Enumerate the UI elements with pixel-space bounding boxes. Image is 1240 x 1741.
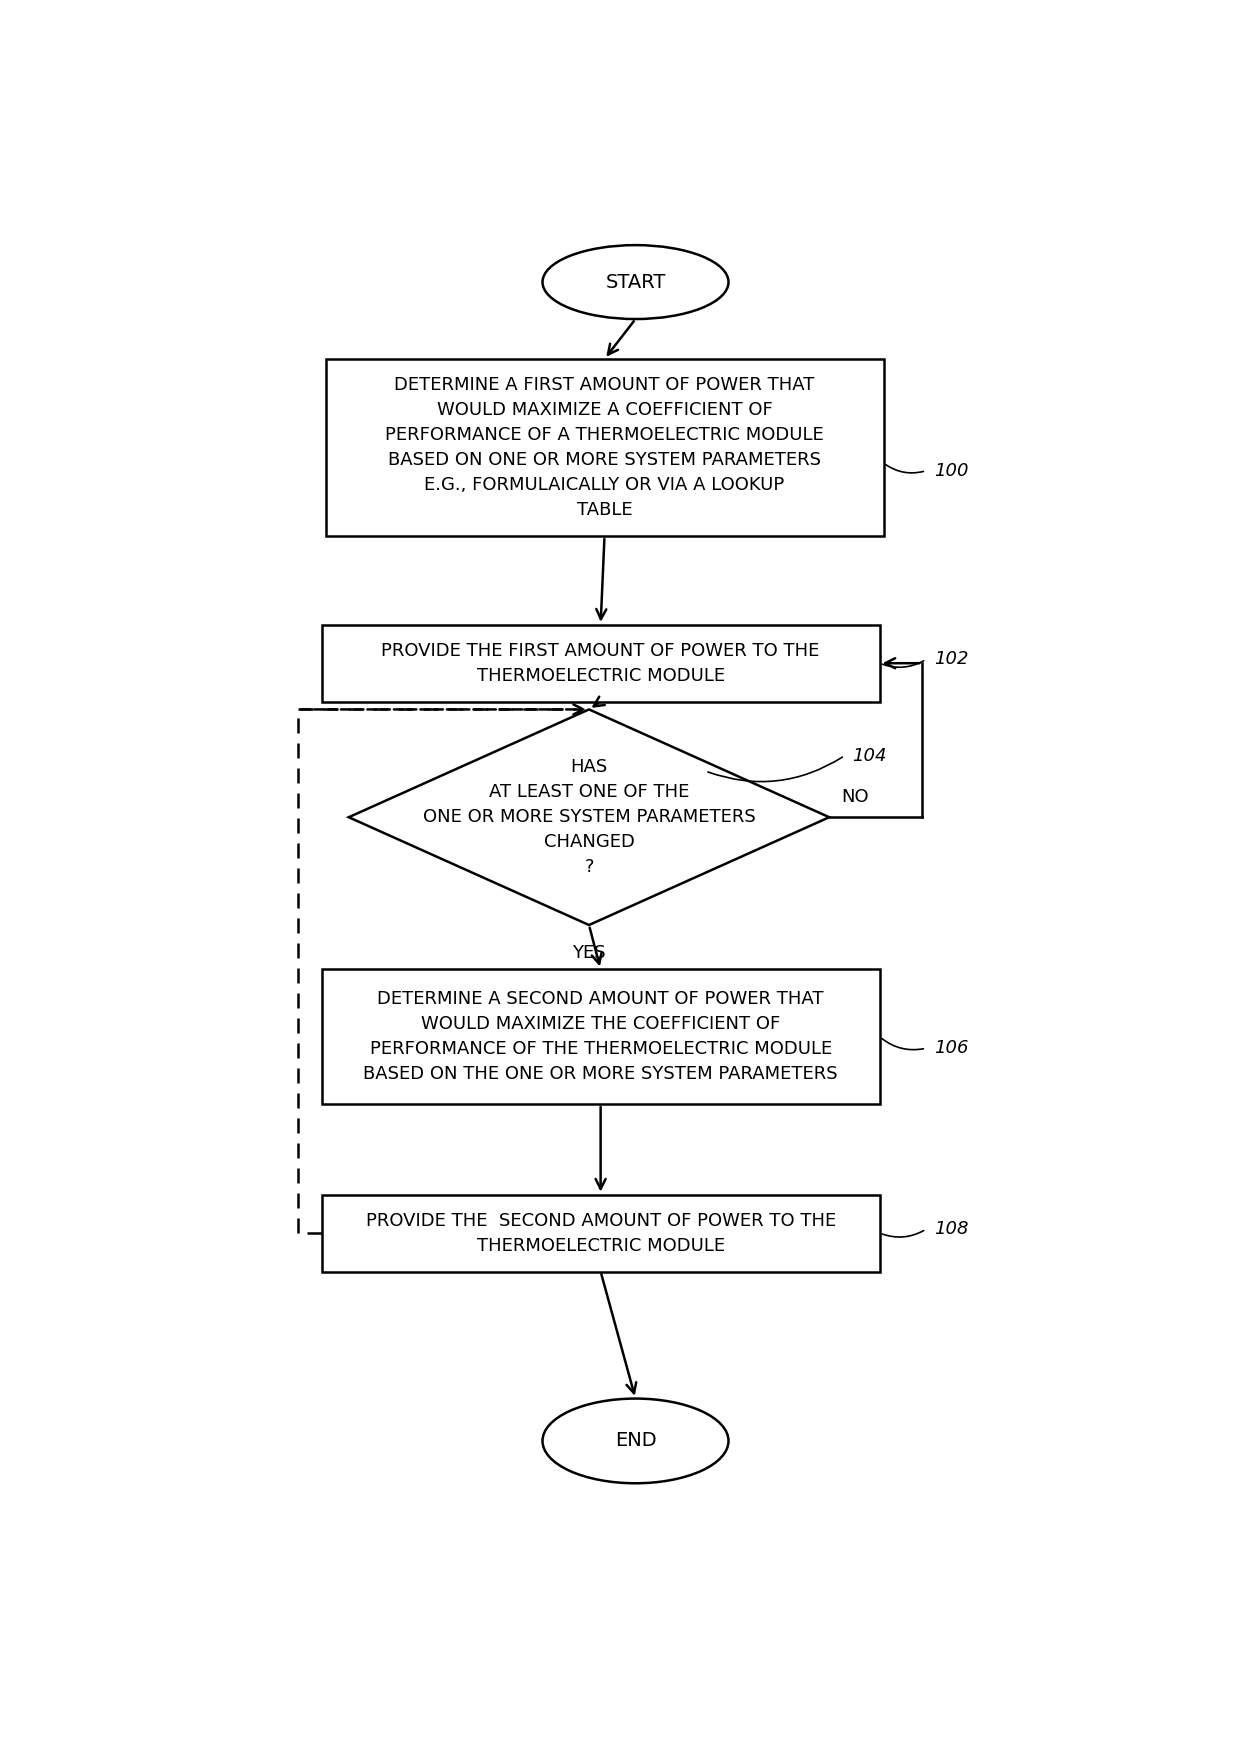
Text: HAS
AT LEAST ONE OF THE
ONE OR MORE SYSTEM PARAMETERS
CHANGED
?: HAS AT LEAST ONE OF THE ONE OR MORE SYST… bbox=[423, 759, 755, 876]
Bar bbox=[321, 970, 879, 1104]
Bar bbox=[325, 359, 883, 536]
Text: START: START bbox=[605, 273, 666, 291]
Text: PROVIDE THE  SECOND AMOUNT OF POWER TO THE
THERMOELECTRIC MODULE: PROVIDE THE SECOND AMOUNT OF POWER TO TH… bbox=[366, 1212, 836, 1255]
Text: YES: YES bbox=[572, 944, 606, 963]
Text: END: END bbox=[615, 1431, 656, 1450]
Text: DETERMINE A SECOND AMOUNT OF POWER THAT
WOULD MAXIMIZE THE COEFFICIENT OF
PERFOR: DETERMINE A SECOND AMOUNT OF POWER THAT … bbox=[363, 991, 838, 1083]
Bar bbox=[321, 625, 879, 702]
Text: 102: 102 bbox=[934, 651, 968, 669]
Text: 108: 108 bbox=[934, 1220, 968, 1238]
Text: PROVIDE THE FIRST AMOUNT OF POWER TO THE
THERMOELECTRIC MODULE: PROVIDE THE FIRST AMOUNT OF POWER TO THE… bbox=[382, 642, 820, 684]
Text: NO: NO bbox=[841, 787, 868, 806]
Text: 106: 106 bbox=[934, 1039, 968, 1057]
Text: 100: 100 bbox=[934, 461, 968, 481]
Text: 104: 104 bbox=[853, 747, 887, 764]
Bar bbox=[321, 1194, 879, 1271]
Text: DETERMINE A FIRST AMOUNT OF POWER THAT
WOULD MAXIMIZE A COEFFICIENT OF
PERFORMAN: DETERMINE A FIRST AMOUNT OF POWER THAT W… bbox=[386, 376, 823, 519]
